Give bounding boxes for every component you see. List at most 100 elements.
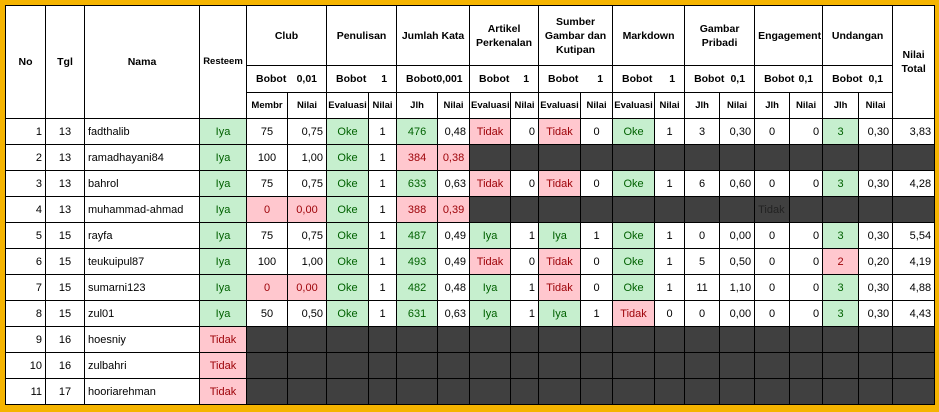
weight-cell: Bobot 0,01 bbox=[245, 65, 328, 93]
weight-cell: Bobot 1 bbox=[469, 65, 540, 93]
empty-cell bbox=[719, 196, 756, 223]
cell: Oke bbox=[326, 274, 370, 301]
cell: 3 bbox=[822, 274, 860, 301]
cell: 75 bbox=[246, 170, 288, 197]
group-header: Gambar Pribadi bbox=[684, 5, 756, 66]
cell: 3,83 bbox=[892, 118, 936, 145]
cell: 1 bbox=[654, 222, 686, 249]
cell: Oke bbox=[326, 248, 370, 275]
empty-cell bbox=[286, 352, 328, 379]
cell: 0,20 bbox=[858, 248, 894, 275]
cell: 9 bbox=[5, 326, 46, 353]
cell: 1 bbox=[510, 300, 540, 327]
cell: 1 bbox=[5, 118, 46, 145]
cell: 0,75 bbox=[286, 118, 328, 145]
empty-cell bbox=[368, 378, 398, 405]
cell: 0,48 bbox=[437, 274, 471, 301]
subheader: Nilai bbox=[789, 92, 824, 119]
weight: Bobot 0,01 bbox=[250, 72, 323, 86]
empty-cell bbox=[510, 144, 540, 171]
empty-cell bbox=[396, 326, 439, 353]
weight-value: 0,1 bbox=[868, 73, 884, 85]
empty-cell bbox=[326, 352, 370, 379]
empty-cell bbox=[437, 352, 471, 379]
cell: 1 bbox=[368, 274, 398, 301]
subheader: Jlh bbox=[396, 92, 439, 119]
cell: 11 bbox=[5, 378, 46, 405]
weight-value: 0,001 bbox=[436, 73, 463, 85]
cell: 0 bbox=[789, 118, 824, 145]
subheader: Nilai bbox=[510, 92, 540, 119]
cell: hoesniy bbox=[84, 326, 200, 353]
cell: 15 bbox=[45, 300, 85, 327]
cell: 4 bbox=[5, 196, 46, 223]
weight: Bobot 1 bbox=[330, 72, 393, 86]
weight-label: Bobot bbox=[622, 73, 653, 85]
cell: 1 bbox=[580, 300, 614, 327]
cell: 17 bbox=[45, 378, 85, 405]
empty-cell bbox=[858, 144, 894, 171]
empty-cell bbox=[580, 144, 614, 171]
weight-cell: Bobot 0,1 bbox=[754, 65, 824, 93]
weight: Bobot 1 bbox=[542, 72, 609, 86]
empty-cell bbox=[437, 326, 471, 353]
group-header: Undangan bbox=[822, 5, 894, 66]
empty-cell bbox=[858, 352, 894, 379]
cell: ramadhayani84 bbox=[84, 144, 200, 171]
cell: 1 bbox=[580, 222, 614, 249]
cell: rayfa bbox=[84, 222, 200, 249]
weight-label: Bobot bbox=[256, 73, 287, 85]
weight: Bobot 0,1 bbox=[688, 72, 751, 86]
cell: Oke bbox=[326, 196, 370, 223]
cell: 0 bbox=[580, 170, 614, 197]
cell: 1 bbox=[510, 274, 540, 301]
empty-cell bbox=[654, 144, 686, 171]
weight-value: 0,1 bbox=[730, 73, 746, 85]
cell: 7 bbox=[5, 274, 46, 301]
empty-cell bbox=[612, 352, 656, 379]
cell: 0,30 bbox=[858, 118, 894, 145]
cell: Tidak bbox=[469, 118, 512, 145]
cell: 0,00 bbox=[286, 196, 328, 223]
cell: 0 bbox=[789, 274, 824, 301]
cell: 5 bbox=[5, 222, 46, 249]
weight-value: 0,1 bbox=[798, 73, 814, 85]
subheader: Evaluasi bbox=[326, 92, 370, 119]
empty-cell bbox=[654, 352, 686, 379]
cell: 1 bbox=[368, 222, 398, 249]
empty-cell bbox=[396, 352, 439, 379]
weight-cell: Bobot 0,1 bbox=[822, 65, 894, 93]
empty-cell bbox=[538, 378, 582, 405]
cell: 0 bbox=[789, 300, 824, 327]
empty-cell bbox=[580, 378, 614, 405]
weight-cell: Bobot 0,1 bbox=[684, 65, 756, 93]
weight-label: Bobot bbox=[548, 73, 579, 85]
empty-cell bbox=[368, 352, 398, 379]
cell: Oke bbox=[612, 274, 656, 301]
cell: Tidak bbox=[469, 248, 512, 275]
cell: 15 bbox=[45, 222, 85, 249]
empty-cell bbox=[684, 378, 721, 405]
cell: Tidak bbox=[538, 248, 582, 275]
cell: 3 bbox=[822, 300, 860, 327]
cell: 4,19 bbox=[892, 248, 936, 275]
cell: 0,30 bbox=[858, 300, 894, 327]
cell: 13 bbox=[45, 144, 85, 171]
cell: 1 bbox=[368, 196, 398, 223]
cell: 1 bbox=[368, 170, 398, 197]
cell: 4,88 bbox=[892, 274, 936, 301]
empty-cell bbox=[684, 144, 721, 171]
weight-value: 0,01 bbox=[296, 73, 318, 85]
cell: 1,00 bbox=[286, 248, 328, 275]
cell: 0 bbox=[580, 248, 614, 275]
subheader: Jlh bbox=[822, 92, 860, 119]
cell: Oke bbox=[326, 118, 370, 145]
cell: 631 bbox=[396, 300, 439, 327]
cell: 3 bbox=[822, 222, 860, 249]
empty-cell bbox=[789, 378, 824, 405]
column-header: No bbox=[5, 5, 46, 119]
cell: 13 bbox=[45, 196, 85, 223]
empty-cell bbox=[822, 378, 860, 405]
empty-cell bbox=[580, 326, 614, 353]
cell: Iya bbox=[199, 274, 247, 301]
